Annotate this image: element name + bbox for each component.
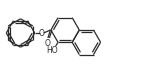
Text: O: O <box>44 39 50 48</box>
Text: O: O <box>39 28 45 38</box>
Text: HO: HO <box>47 46 58 55</box>
